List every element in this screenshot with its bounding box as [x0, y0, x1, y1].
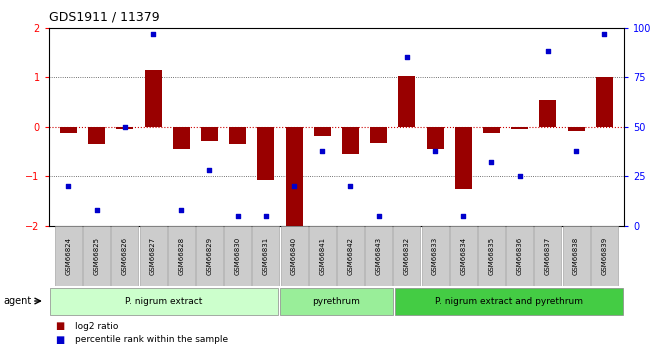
Point	[571, 148, 581, 153]
Bar	[116, 127, 133, 129]
Bar	[168, 226, 195, 286]
Text: GSM66829: GSM66829	[207, 237, 213, 275]
Text: GSM66836: GSM66836	[517, 237, 523, 275]
Point	[402, 55, 412, 60]
Text: agent: agent	[3, 296, 31, 306]
Bar	[50, 287, 278, 315]
Bar	[314, 127, 331, 136]
Text: GSM66838: GSM66838	[573, 237, 579, 275]
Bar	[252, 226, 280, 286]
Point	[204, 168, 214, 173]
Point	[176, 207, 187, 213]
Text: GSM66828: GSM66828	[178, 237, 185, 275]
Bar	[55, 226, 82, 286]
Bar	[455, 127, 472, 189]
Bar	[398, 76, 415, 127]
Bar	[337, 226, 364, 286]
Bar	[596, 77, 613, 127]
Bar	[534, 226, 562, 286]
Text: GSM66840: GSM66840	[291, 237, 297, 275]
Bar	[450, 226, 477, 286]
Point	[233, 213, 243, 219]
Text: GSM66843: GSM66843	[376, 237, 382, 275]
Bar	[395, 287, 623, 315]
Bar	[224, 226, 251, 286]
Text: GSM66835: GSM66835	[488, 237, 495, 275]
Bar	[88, 127, 105, 144]
Text: GSM66824: GSM66824	[66, 237, 72, 275]
Bar	[426, 127, 443, 149]
Point	[289, 184, 299, 189]
Bar	[140, 226, 166, 286]
Point	[120, 124, 130, 130]
Text: GSM66833: GSM66833	[432, 237, 438, 275]
Bar	[342, 127, 359, 154]
Text: GSM66841: GSM66841	[319, 237, 325, 275]
Point	[345, 184, 356, 189]
Text: pyrethrum: pyrethrum	[313, 296, 360, 306]
Point	[63, 184, 73, 189]
Bar	[173, 127, 190, 149]
Point	[374, 213, 384, 219]
Point	[599, 31, 610, 36]
Text: ■: ■	[55, 335, 64, 345]
Bar	[196, 226, 223, 286]
Bar	[478, 226, 505, 286]
Text: GSM66839: GSM66839	[601, 237, 607, 275]
Bar	[257, 127, 274, 180]
Text: GSM66834: GSM66834	[460, 237, 466, 275]
Text: GSM66825: GSM66825	[94, 237, 99, 275]
Bar	[201, 127, 218, 141]
Bar	[229, 127, 246, 144]
Bar	[60, 127, 77, 133]
Bar	[483, 127, 500, 133]
Text: GSM66830: GSM66830	[235, 237, 240, 275]
Text: GSM66832: GSM66832	[404, 237, 410, 275]
Text: P. nigrum extract: P. nigrum extract	[125, 296, 203, 306]
Bar	[365, 226, 392, 286]
Text: P. nigrum extract and pyrethrum: P. nigrum extract and pyrethrum	[435, 296, 583, 306]
Point	[543, 49, 553, 54]
Bar	[591, 226, 618, 286]
Bar	[281, 226, 307, 286]
Bar	[562, 226, 590, 286]
Bar	[145, 70, 162, 127]
Bar	[111, 226, 138, 286]
Text: GSM66831: GSM66831	[263, 237, 269, 275]
Point	[317, 148, 328, 153]
Point	[458, 213, 469, 219]
Text: GSM66826: GSM66826	[122, 237, 128, 275]
Bar	[506, 226, 533, 286]
Bar	[422, 226, 448, 286]
Text: ■: ■	[55, 321, 64, 331]
Text: GSM66827: GSM66827	[150, 237, 156, 275]
Point	[486, 160, 497, 165]
Point	[430, 148, 440, 153]
Bar	[280, 287, 393, 315]
Text: log2 ratio: log2 ratio	[75, 322, 118, 331]
Text: GDS1911 / 11379: GDS1911 / 11379	[49, 10, 159, 23]
Bar	[83, 226, 111, 286]
Bar	[285, 127, 302, 226]
Bar	[567, 127, 584, 131]
Bar	[370, 127, 387, 143]
Point	[148, 31, 159, 36]
Point	[92, 207, 102, 213]
Point	[514, 174, 525, 179]
Text: percentile rank within the sample: percentile rank within the sample	[75, 335, 228, 344]
Bar	[511, 127, 528, 129]
Bar	[540, 99, 556, 127]
Bar	[393, 226, 421, 286]
Point	[261, 213, 271, 219]
Text: GSM66842: GSM66842	[348, 237, 354, 275]
Bar	[309, 226, 336, 286]
Text: GSM66837: GSM66837	[545, 237, 551, 275]
